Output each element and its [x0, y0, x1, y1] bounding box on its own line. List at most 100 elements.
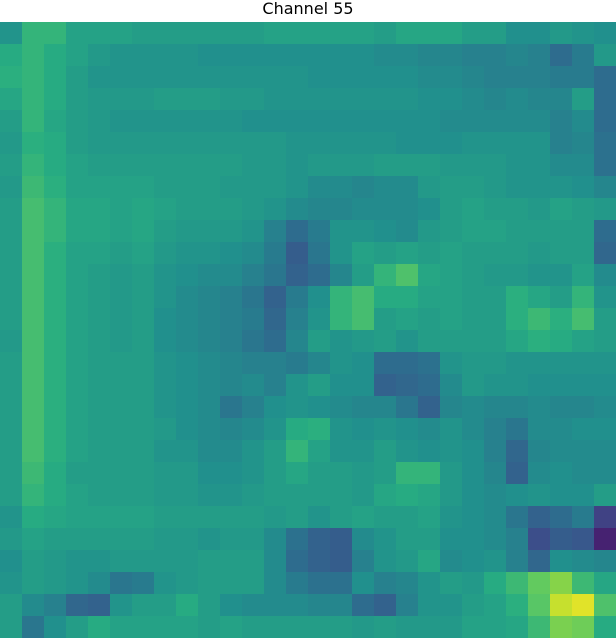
heatmap-cell	[154, 396, 177, 419]
heatmap-cell	[88, 22, 111, 45]
heatmap-cell	[44, 220, 67, 243]
heatmap-cell	[550, 308, 573, 331]
heatmap-cell	[88, 44, 111, 67]
heatmap-cell	[132, 176, 155, 199]
heatmap-cell	[440, 220, 463, 243]
heatmap-cell	[374, 44, 397, 67]
heatmap-cell	[176, 550, 199, 573]
heatmap-cell	[506, 550, 529, 573]
heatmap-cell	[132, 242, 155, 265]
heatmap-cell	[44, 242, 67, 265]
heatmap-cell	[44, 330, 67, 353]
heatmap-cell	[242, 110, 265, 133]
heatmap-cell	[176, 220, 199, 243]
heatmap-cell	[132, 616, 155, 638]
heatmap-cell	[66, 462, 89, 485]
heatmap-cell	[88, 264, 111, 287]
heatmap-cell	[198, 198, 221, 221]
heatmap-cell	[132, 462, 155, 485]
heatmap-cell	[308, 44, 331, 67]
heatmap-cell	[418, 110, 441, 133]
heatmap-cell	[242, 132, 265, 155]
heatmap-cell	[374, 484, 397, 507]
heatmap-cell	[308, 506, 331, 529]
heatmap-cell	[418, 308, 441, 331]
heatmap-cell	[506, 132, 529, 155]
heatmap-cell	[396, 440, 419, 463]
heatmap-cell	[330, 462, 353, 485]
heatmap-cell	[0, 264, 23, 287]
heatmap-cell	[242, 242, 265, 265]
heatmap-cell	[0, 242, 23, 265]
heatmap-cell	[330, 616, 353, 638]
heatmap-cell	[22, 440, 45, 463]
heatmap-cell	[396, 418, 419, 441]
heatmap-cell	[176, 44, 199, 67]
heatmap-cell	[528, 484, 551, 507]
heatmap-cell	[352, 462, 375, 485]
heatmap-cell	[66, 66, 89, 89]
heatmap-cell	[264, 396, 287, 419]
heatmap-cell	[440, 176, 463, 199]
heatmap-cell	[66, 418, 89, 441]
heatmap-cell	[484, 132, 507, 155]
heatmap-cell	[0, 44, 23, 67]
heatmap-cell	[198, 374, 221, 397]
heatmap-cell	[110, 308, 133, 331]
heatmap-cell	[264, 374, 287, 397]
heatmap-cell	[528, 220, 551, 243]
heatmap-cell	[308, 440, 331, 463]
heatmap-cell	[44, 528, 67, 551]
heatmap-cell	[418, 176, 441, 199]
heatmap-cell	[440, 22, 463, 45]
heatmap-cell	[132, 374, 155, 397]
heatmap-cell	[154, 44, 177, 67]
heatmap-cell	[132, 550, 155, 573]
heatmap-cell	[132, 352, 155, 375]
heatmap-cell	[176, 154, 199, 177]
heatmap-cell	[462, 440, 485, 463]
heatmap-cell	[396, 154, 419, 177]
heatmap-cell	[396, 572, 419, 595]
heatmap-cell	[550, 242, 573, 265]
heatmap-cell	[264, 352, 287, 375]
heatmap-cell	[22, 22, 45, 45]
heatmap-cell	[242, 220, 265, 243]
heatmap-cell	[176, 462, 199, 485]
heatmap-cell	[572, 88, 595, 111]
heatmap-cell	[132, 66, 155, 89]
heatmap-cell	[154, 528, 177, 551]
heatmap-cell	[0, 286, 23, 309]
heatmap-cell	[0, 308, 23, 331]
heatmap-cell	[22, 198, 45, 221]
heatmap-cell	[242, 374, 265, 397]
heatmap-cell	[242, 462, 265, 485]
heatmap-cell	[352, 308, 375, 331]
heatmap-cell	[418, 352, 441, 375]
heatmap-cell	[110, 374, 133, 397]
heatmap-cell	[330, 484, 353, 507]
heatmap-cell	[594, 352, 616, 375]
heatmap-cell	[418, 220, 441, 243]
heatmap-cell	[484, 594, 507, 617]
heatmap-cell	[0, 66, 23, 89]
heatmap-cell	[484, 484, 507, 507]
heatmap-cell	[484, 352, 507, 375]
heatmap-cell	[572, 374, 595, 397]
heatmap-cell	[154, 484, 177, 507]
heatmap-cell	[110, 22, 133, 45]
heatmap-cell	[484, 198, 507, 221]
heatmap-cell	[220, 220, 243, 243]
heatmap-cell	[88, 484, 111, 507]
heatmap-cell	[572, 572, 595, 595]
heatmap-cell	[352, 484, 375, 507]
heatmap-cell	[220, 374, 243, 397]
heatmap-cell	[242, 44, 265, 67]
heatmap-cell	[484, 308, 507, 331]
heatmap-cell	[506, 198, 529, 221]
heatmap-cell	[44, 154, 67, 177]
heatmap-cell	[572, 176, 595, 199]
heatmap-cell	[352, 440, 375, 463]
heatmap-cell	[484, 550, 507, 573]
heatmap-cell	[110, 440, 133, 463]
